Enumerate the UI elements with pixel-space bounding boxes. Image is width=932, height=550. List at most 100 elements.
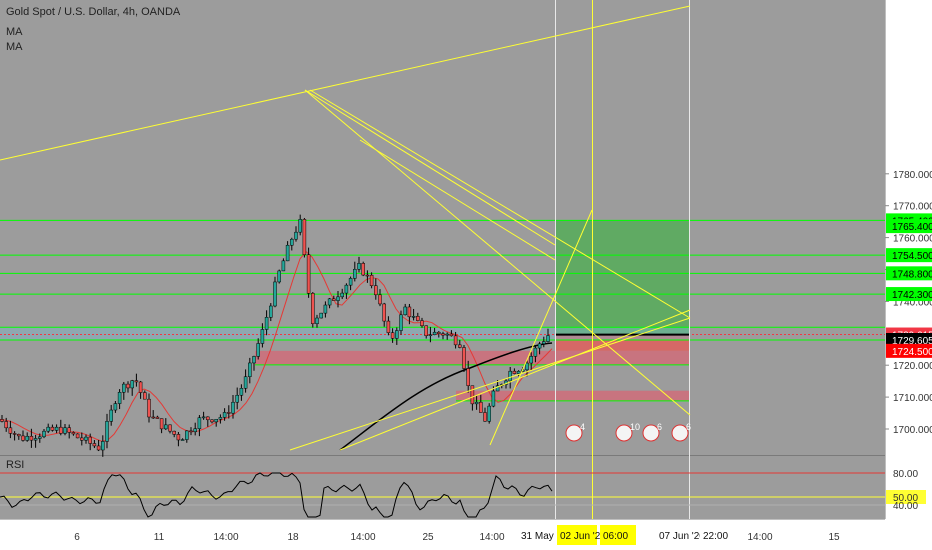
trend-line-1 — [304, 89, 556, 246]
time-highlight-label-2: 06:00 — [603, 531, 628, 542]
trend-line-3 — [309, 89, 691, 319]
candle-body-36 — [151, 416, 155, 419]
candle-body-93 — [390, 332, 395, 339]
trend-line-6 — [489, 209, 593, 446]
candle-body-103 — [432, 331, 437, 336]
price-badge-label-1: 1765.400 — [892, 222, 932, 233]
candle-body-0 — [0, 419, 4, 422]
candle-body-67 — [281, 260, 286, 272]
candle-body-74 — [311, 293, 315, 324]
event-badge-count-0: 4 — [580, 422, 585, 432]
price-tick-label-5: 1760.000 — [893, 234, 932, 245]
candle-body-91 — [382, 303, 386, 322]
candle-body-50 — [210, 419, 214, 423]
candle-body-116 — [487, 405, 491, 422]
candle-body-125 — [525, 362, 529, 371]
rsi-pane-bg — [0, 455, 885, 519]
ma-legend-1[interactable]: MA — [6, 26, 23, 38]
candle-body-15 — [63, 427, 67, 434]
candle-body-62 — [260, 329, 265, 344]
candle-body-42 — [176, 434, 181, 441]
candle-body-35 — [147, 398, 151, 418]
trend-line-2 — [304, 89, 691, 416]
candle-body-90 — [378, 294, 382, 305]
candle-body-86 — [361, 263, 365, 276]
candle-body-5 — [21, 435, 25, 441]
candle-body-126 — [529, 356, 533, 364]
price-badge-label-4: 1742.300 — [892, 290, 932, 301]
chart-title: Gold Spot / U.S. Dollar, 4h, OANDA — [6, 6, 181, 18]
candle-body-122 — [512, 370, 517, 374]
candle-body-95 — [399, 314, 403, 331]
candle-body-118 — [495, 385, 500, 392]
price-badge-4 — [886, 287, 932, 302]
rsi-axis-label-0: 80.00 — [893, 469, 918, 480]
candle-body-49 — [206, 416, 210, 421]
candle-body-85 — [357, 263, 361, 270]
rsi-line — [0, 472, 553, 518]
price-badge-label-6: 1729.605 — [892, 336, 932, 347]
candle-body-29 — [122, 383, 126, 393]
candle-body-117 — [491, 390, 496, 407]
price-badge-6 — [886, 332, 932, 347]
candle-body-32 — [134, 380, 139, 383]
candle-body-60 — [252, 356, 256, 364]
time-tick-label-4: 14:00 — [350, 532, 375, 543]
time-tick-label-5: 25 — [422, 532, 434, 543]
candle-body-25 — [105, 421, 109, 442]
candle-body-68 — [285, 244, 290, 262]
ma-legend-2[interactable]: MA — [6, 41, 23, 53]
candle-body-127 — [533, 347, 538, 357]
time-tick-label-2: 14:00 — [213, 532, 238, 543]
candle-body-18 — [75, 433, 80, 439]
candle-body-59 — [248, 362, 252, 377]
event-badge-0 — [565, 424, 583, 442]
time-tick-label-8: 15 — [828, 532, 840, 543]
candle-body-88 — [369, 274, 374, 286]
price-badge-2 — [886, 248, 932, 263]
candle-body-53 — [222, 412, 227, 418]
candle-body-98 — [411, 316, 416, 318]
candle-body-3 — [12, 433, 17, 435]
candle-body-16 — [67, 427, 71, 433]
price-tick-label-7: 1780.000 — [893, 170, 932, 181]
candle-body-80 — [336, 296, 340, 301]
candle-body-100 — [420, 320, 424, 327]
candle-body-33 — [138, 381, 143, 393]
demand-band — [456, 390, 690, 401]
candle-body-77 — [323, 304, 328, 314]
event-badge-1 — [615, 424, 633, 442]
candle-body-114 — [479, 401, 483, 413]
candle-body-19 — [80, 437, 84, 441]
candle-body-121 — [508, 370, 512, 382]
candle-body-8 — [33, 438, 38, 441]
rsi-axis-label-2: 40.00 — [893, 501, 918, 512]
time-highlight-bg-1 — [557, 525, 597, 545]
candle-body-83 — [348, 278, 353, 286]
candle-body-109 — [458, 344, 462, 348]
candle-body-17 — [71, 432, 76, 435]
candle-body-39 — [164, 424, 168, 430]
candle-body-70 — [294, 231, 298, 240]
time-highlight-label-3: 07 Jun '20 — [659, 531, 705, 542]
candle-body-76 — [319, 312, 323, 319]
price-tick-label-6: 1770.000 — [893, 202, 932, 213]
time-tick-label-3: 18 — [287, 532, 299, 543]
candle-body-72 — [302, 219, 307, 255]
stop-zone — [556, 334, 690, 351]
candle-body-82 — [344, 284, 349, 294]
candle-body-40 — [168, 424, 172, 432]
candle-body-64 — [269, 305, 273, 318]
candle-body-12 — [50, 426, 55, 431]
candle-body-104 — [437, 331, 441, 334]
candle-body-38 — [159, 418, 164, 430]
time-axis-bg — [0, 519, 932, 550]
trend-line-7 — [339, 309, 691, 451]
candle-body-89 — [374, 285, 378, 296]
time-tick-label-0: 6 — [74, 532, 80, 543]
candle-body-71 — [298, 219, 302, 233]
rsi-badge-bg — [886, 490, 926, 504]
event-badge-3 — [671, 424, 689, 442]
rsi-legend[interactable]: RSI — [6, 459, 25, 471]
